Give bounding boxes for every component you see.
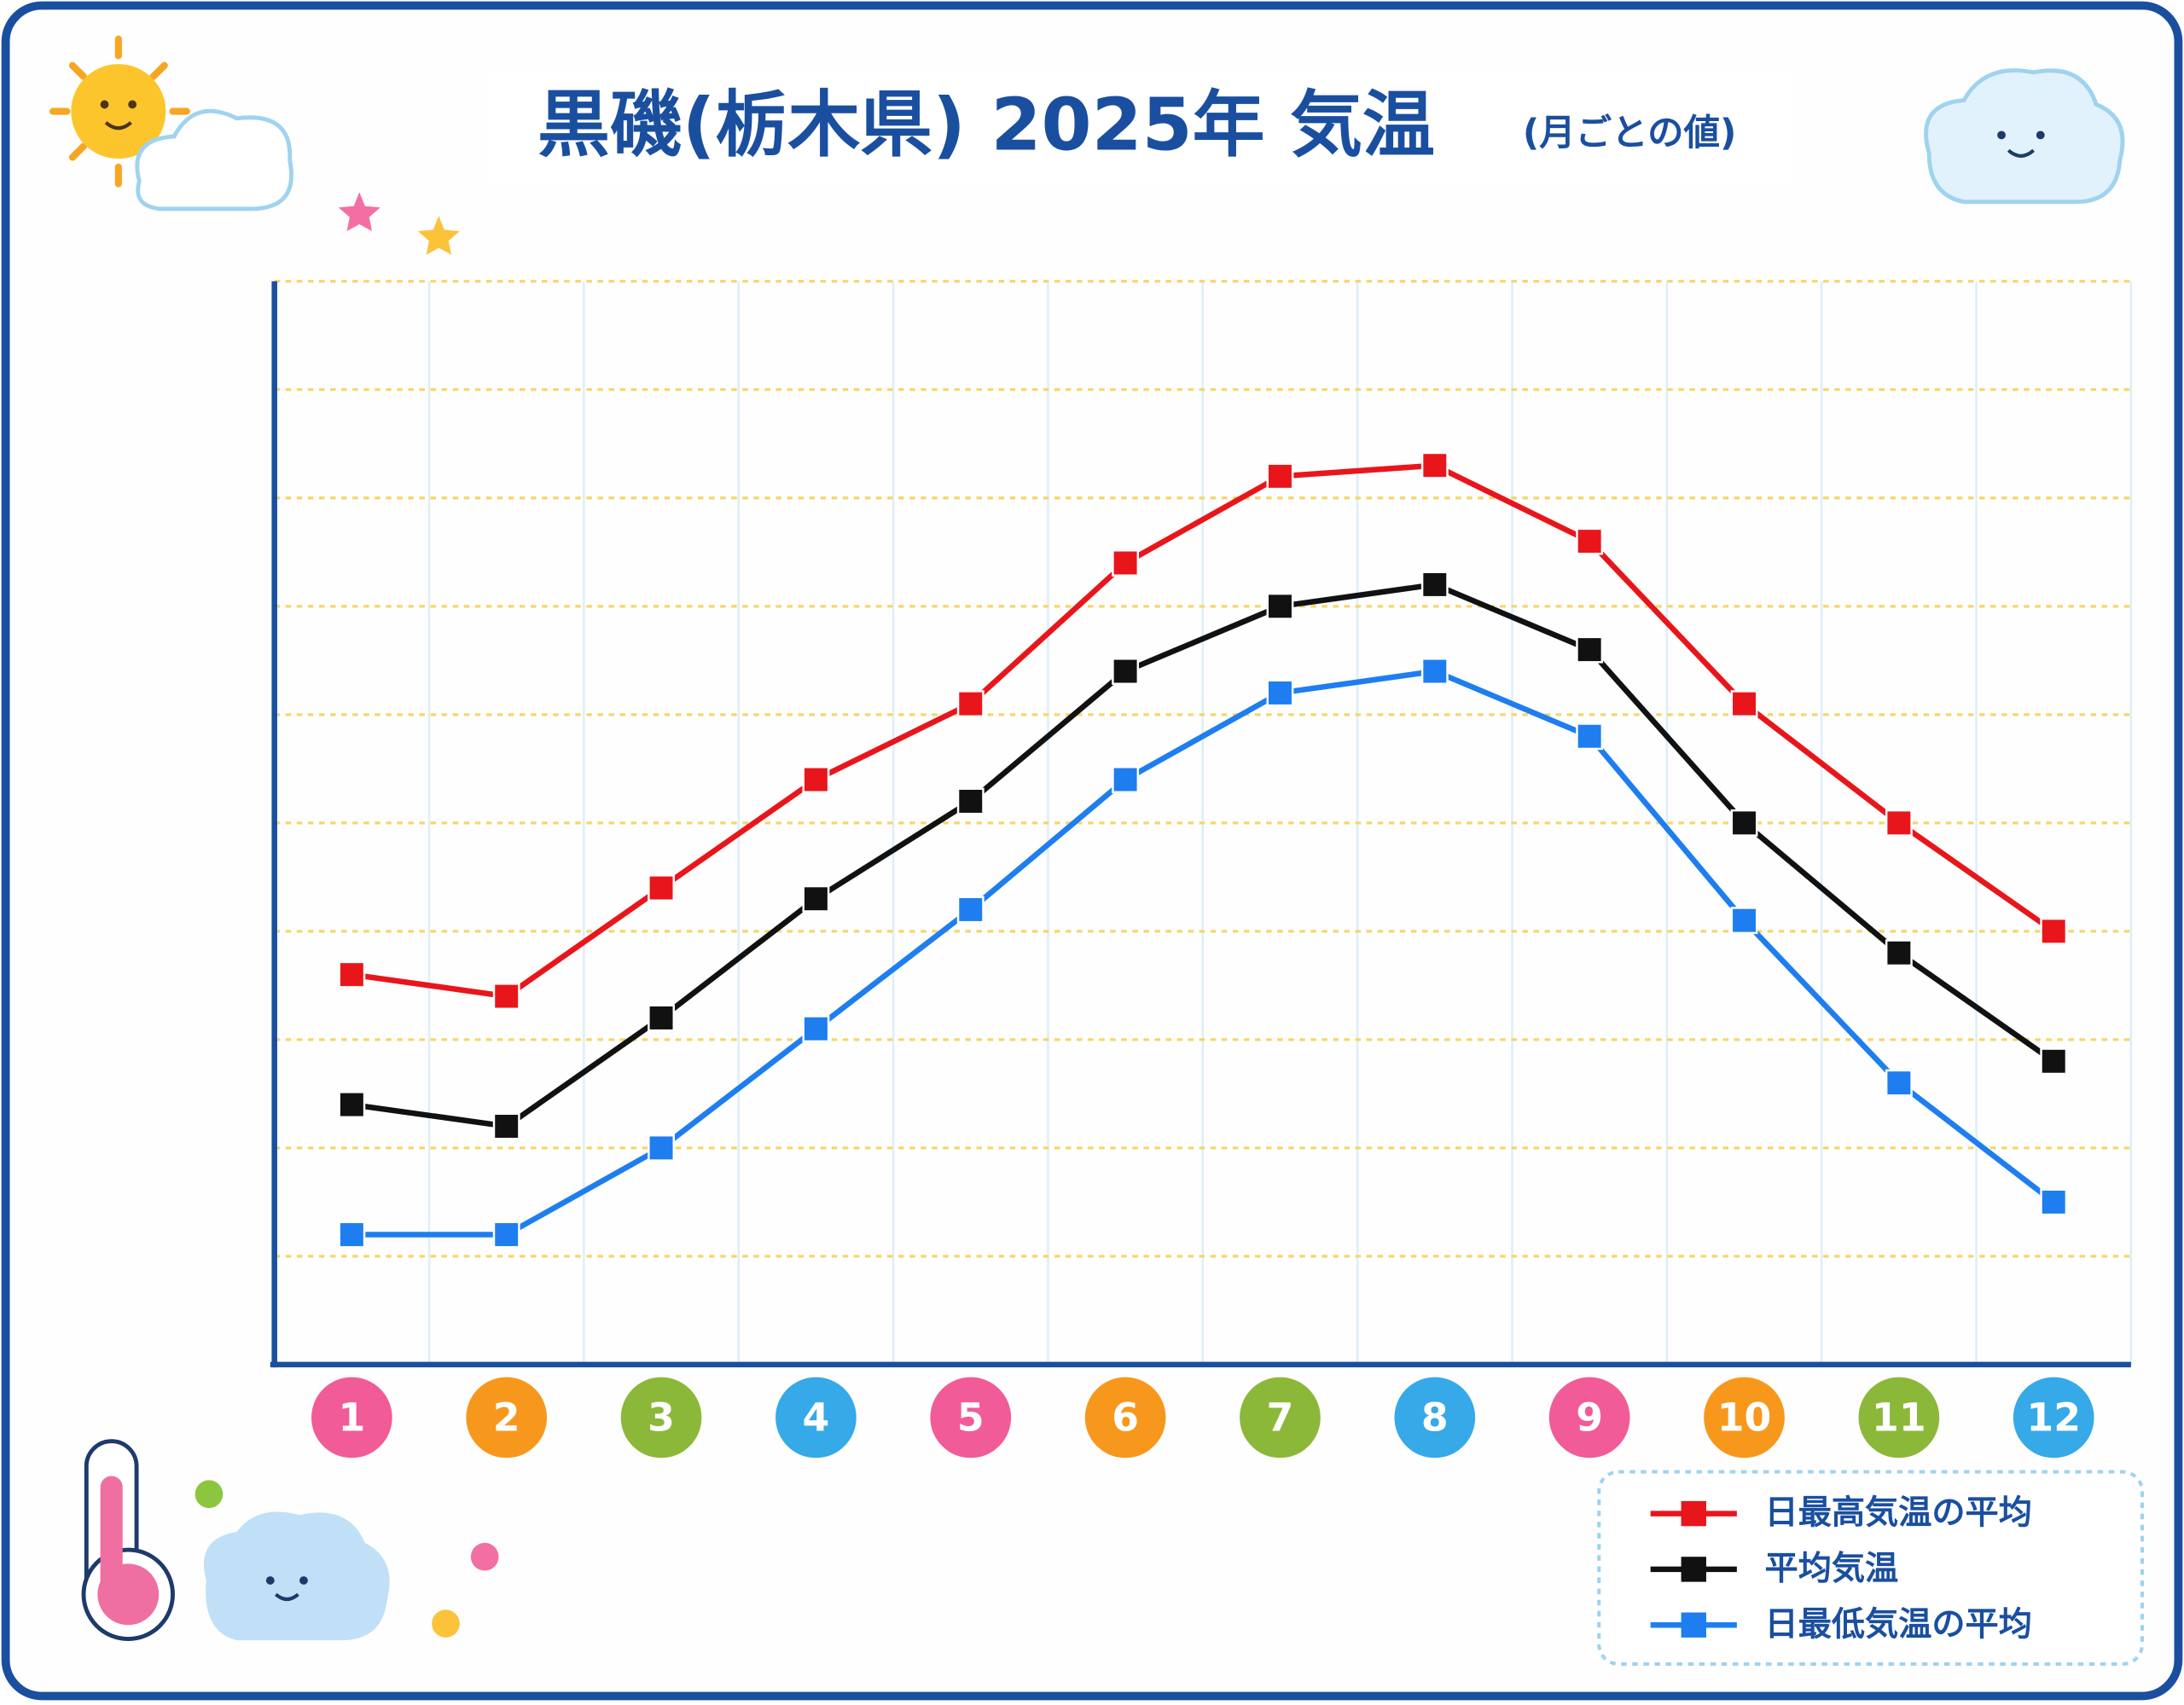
point bbox=[1420, 451, 1449, 479]
legend-label: 平均気温 bbox=[1765, 1550, 1899, 1588]
point bbox=[1885, 809, 1913, 837]
x-tick-label: 1 bbox=[338, 1395, 365, 1441]
title-bg bbox=[487, 69, 1790, 184]
series-line bbox=[351, 462, 2056, 1000]
point bbox=[1576, 722, 1604, 751]
point bbox=[1730, 809, 1758, 837]
point bbox=[1730, 690, 1758, 718]
series-line bbox=[351, 582, 2056, 1129]
legend-marker bbox=[1681, 1500, 1706, 1527]
point bbox=[338, 960, 366, 989]
point bbox=[1576, 635, 1604, 664]
x-tick-label: 6 bbox=[1112, 1395, 1139, 1441]
point bbox=[2040, 1188, 2068, 1216]
x-tick-label: 2 bbox=[493, 1395, 520, 1441]
dot bbox=[470, 1542, 499, 1571]
point bbox=[338, 1221, 366, 1249]
point bbox=[492, 983, 520, 1010]
chart-subtitle: (月ごとの値) bbox=[1523, 113, 1737, 154]
point bbox=[1112, 766, 1140, 793]
point bbox=[1266, 592, 1294, 620]
point bbox=[2040, 917, 2068, 945]
point bbox=[1266, 462, 1294, 490]
sun bbox=[49, 35, 190, 188]
point bbox=[338, 1091, 366, 1119]
x-tick-label: 10 bbox=[1717, 1395, 1772, 1441]
point bbox=[802, 884, 830, 913]
point bbox=[956, 896, 985, 924]
legend-label: 日最低気温の平均 bbox=[1765, 1605, 2032, 1644]
x-tick-label: 5 bbox=[957, 1395, 985, 1441]
legend-marker bbox=[1681, 1557, 1706, 1582]
x-tick-badge bbox=[1394, 1377, 1476, 1459]
point bbox=[648, 874, 675, 902]
x-tick-badge bbox=[1704, 1377, 1785, 1459]
point bbox=[802, 1015, 830, 1043]
x-tick-badge bbox=[1084, 1377, 1166, 1459]
x-tick-badge bbox=[1858, 1377, 1940, 1459]
point bbox=[1420, 658, 1449, 685]
cloud bbox=[135, 108, 293, 212]
point bbox=[1576, 527, 1604, 555]
point bbox=[956, 690, 985, 718]
x-tick-badge bbox=[930, 1377, 1012, 1459]
point bbox=[1885, 939, 1913, 967]
series-line bbox=[351, 668, 2056, 1238]
x-tick-badge bbox=[311, 1377, 392, 1459]
chart-title: 黒磯(栃木県) 2025年 気温 bbox=[537, 83, 1435, 167]
point bbox=[1885, 1069, 1913, 1097]
cloud-face bbox=[203, 1511, 390, 1641]
x-tick-badge bbox=[1240, 1377, 1321, 1459]
x-tick-badge bbox=[2013, 1377, 2094, 1459]
point bbox=[1730, 907, 1758, 935]
point bbox=[1420, 571, 1449, 599]
x-tick-label: 7 bbox=[1267, 1395, 1294, 1441]
point bbox=[1112, 549, 1140, 577]
dot bbox=[195, 1480, 224, 1509]
point bbox=[492, 1112, 520, 1140]
cloud-face bbox=[1924, 68, 2125, 205]
point bbox=[1266, 679, 1294, 707]
legend-label: 日最高気温の平均 bbox=[1765, 1494, 2032, 1533]
thermometer bbox=[81, 1439, 175, 1641]
x-tick-badge bbox=[1548, 1377, 1630, 1459]
x-tick-badge bbox=[775, 1377, 857, 1459]
point bbox=[2040, 1047, 2068, 1076]
x-tick-label: 4 bbox=[803, 1395, 830, 1441]
point bbox=[492, 1221, 520, 1249]
x-tick-label: 8 bbox=[1421, 1395, 1449, 1441]
x-tick-badge bbox=[620, 1377, 702, 1459]
legend bbox=[1597, 1470, 2144, 1666]
x-tick-label: 3 bbox=[648, 1395, 675, 1441]
point bbox=[1112, 658, 1140, 685]
point bbox=[648, 1004, 675, 1032]
dot bbox=[432, 1609, 460, 1638]
x-tick-label: 12 bbox=[2026, 1395, 2081, 1441]
x-tick-badge bbox=[466, 1377, 548, 1459]
x-tick-label: 9 bbox=[1576, 1395, 1603, 1441]
x-tick-label: 11 bbox=[1872, 1395, 1926, 1441]
point bbox=[956, 787, 985, 815]
star bbox=[417, 216, 460, 255]
legend-marker bbox=[1681, 1612, 1706, 1638]
point bbox=[802, 766, 830, 793]
star bbox=[338, 192, 380, 232]
point bbox=[648, 1134, 675, 1162]
